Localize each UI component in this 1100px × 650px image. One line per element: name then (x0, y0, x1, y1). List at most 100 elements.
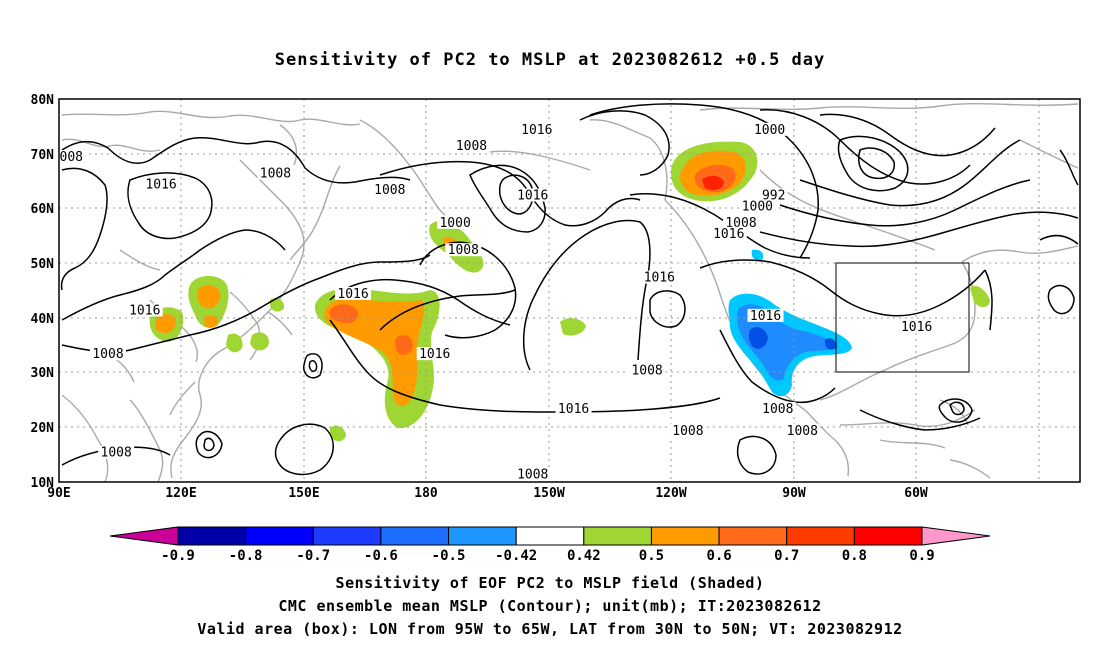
contour-label-bg (90, 347, 127, 361)
shade-dark-orange (395, 335, 413, 355)
shade-green (330, 425, 346, 442)
positive-sensitivity-areas (149, 141, 990, 442)
lon-label: 180 (414, 486, 438, 501)
colorbar-swatch (853, 526, 923, 546)
contour-label-bg (898, 319, 935, 333)
colorbar-tick-label: 0.8 (842, 548, 867, 564)
lon-label: 150E (288, 486, 319, 501)
contour-label-bg (445, 243, 482, 257)
lat-lon-grid (59, 99, 1080, 482)
contour-label-bg (514, 467, 551, 481)
colorbar-tick-label: 0.6 (706, 548, 731, 564)
contour-label: 1008 (101, 446, 132, 461)
colorbar: -0.9 -0.8 -0.7 -0.6 -0.5 -0.42 0.42 0.5 0.6 0.7 0.… (109, 526, 991, 564)
shade-orange (324, 298, 425, 406)
contour-label: 1008 (374, 183, 405, 198)
lat-label: 30N (31, 366, 55, 381)
contour-label-bg (126, 303, 163, 317)
colorbar-tick-label: -0.7 (296, 548, 330, 564)
contour-label-bg (335, 286, 372, 300)
colorbar-swatch (448, 526, 517, 546)
mslp-contours (60, 103, 1079, 476)
colorbar-swatch (583, 526, 652, 546)
lon-label: 120W (655, 486, 686, 501)
contour-label: 1000 (439, 216, 470, 231)
colorbar-swatch (718, 526, 788, 546)
colorbar-swatch (312, 526, 382, 546)
shade-green (226, 333, 243, 353)
lon-label: 90W (782, 486, 806, 501)
contour-label: 1016 (713, 227, 744, 242)
contour-label: 1016 (419, 347, 450, 362)
lat-label: 40N (31, 312, 55, 327)
colorbar-swatch (380, 526, 450, 546)
caption-line-1: Sensitivity of EOF PC2 to MSLP field (Sh… (335, 574, 765, 592)
shade-green (560, 318, 586, 336)
contour-label-bg (723, 215, 760, 229)
contour-label: 1008 (260, 167, 291, 182)
colorbar-tick-label: 0.9 (909, 548, 934, 564)
colorbar-tick-label: 0.42 (567, 548, 601, 564)
contour-label: 1008 (762, 402, 793, 417)
contour-label: 1008 (517, 468, 548, 483)
shade-green (250, 332, 269, 351)
shade-dark-blue (748, 327, 768, 349)
contour-label: 1016 (145, 178, 176, 193)
contour-label-bg (555, 401, 592, 415)
colorbar-tick-label: -0.5 (432, 548, 466, 564)
contour-label-bg (784, 423, 821, 437)
caption-line-2: CMC ensemble mean MSLP (Contour); unit(m… (278, 597, 822, 615)
contour-label-bg (518, 122, 555, 136)
shade-dark-orange (329, 304, 359, 324)
contour-label-bg (641, 270, 678, 284)
colorbar-tick-label: 0.7 (774, 548, 799, 564)
contour-label-bg (98, 445, 135, 459)
contour-label: 1016 (129, 303, 160, 318)
contour-label: 1016 (644, 271, 675, 286)
contour-label-bg (759, 401, 796, 415)
colorbar-right-arrow (921, 526, 991, 546)
colorbar-swatch (245, 526, 314, 546)
contour-label: 1016 (337, 287, 368, 302)
lat-label: 50N (31, 257, 55, 272)
contour-label: 1008 (787, 424, 818, 439)
lat-label: 60N (31, 202, 55, 217)
shade-blue (736, 304, 838, 381)
shade-red (702, 175, 724, 190)
colorbar-tick-label: 0.5 (639, 548, 664, 564)
contour-label-bg (739, 199, 776, 213)
contour-label-bg (453, 139, 490, 153)
contour-label: 1000 (754, 123, 785, 138)
contour-label: 008 (60, 150, 83, 165)
shade-orange (204, 315, 218, 328)
shade-green (270, 297, 285, 312)
contour-label-bg (747, 308, 784, 322)
lon-label: 150W (533, 486, 564, 501)
contour-label-bg (629, 363, 666, 377)
contour-label: 1016 (521, 123, 552, 138)
contour-label: 1016 (901, 320, 932, 335)
lat-label: 70N (31, 148, 55, 163)
contour-label-bg (59, 150, 86, 164)
lat-label: 80N (31, 93, 55, 108)
contour-label-bg (669, 423, 706, 437)
shade-dark-blue (824, 338, 837, 350)
shade-orange (155, 314, 176, 334)
colorbar-left-arrow (109, 526, 179, 546)
colorbar-tick-label: -0.9 (161, 548, 195, 564)
shade-light-blue (751, 249, 764, 261)
lon-label: 90E (47, 486, 70, 501)
contour-label: 1008 (456, 139, 487, 154)
colorbar-swatch (515, 526, 585, 546)
colorbar-tick-label: -0.42 (495, 548, 537, 564)
contour-label-bg (759, 188, 788, 202)
contour-label-bg (751, 122, 788, 136)
contour-label-bg (371, 183, 408, 197)
colorbar-swatch (786, 526, 855, 546)
contour-label: 1016 (517, 188, 548, 203)
valid-area-box (835, 262, 970, 373)
contour-label: 1008 (672, 424, 703, 439)
lon-label: 60W (904, 486, 928, 501)
contour-label: 1016 (750, 309, 781, 324)
